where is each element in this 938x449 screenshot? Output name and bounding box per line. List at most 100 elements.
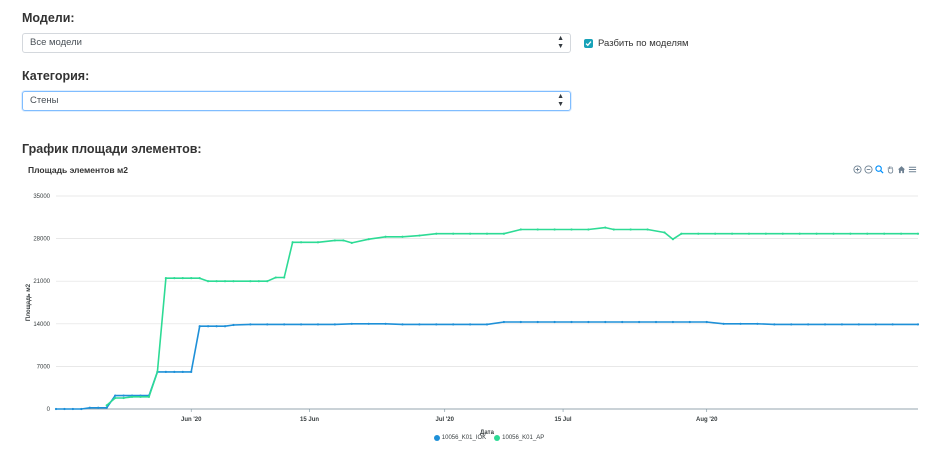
legend-item-iok[interactable]: 10056_K01_IOK xyxy=(433,435,487,441)
data-point xyxy=(274,276,277,279)
zoom-select-icon[interactable] xyxy=(875,165,884,174)
data-point xyxy=(519,320,522,324)
zoom-in-icon[interactable] xyxy=(853,165,862,174)
data-point xyxy=(452,232,455,235)
data-point xyxy=(80,407,83,411)
x-tick-label: 15 Jul xyxy=(555,417,572,423)
data-point xyxy=(773,323,776,326)
data-point xyxy=(164,277,167,280)
data-point xyxy=(604,226,607,229)
x-tick-label: Aug '20 xyxy=(696,417,718,423)
models-label: Модели: xyxy=(22,11,75,25)
data-point xyxy=(384,235,387,238)
y-tick-label: 28000 xyxy=(33,237,50,243)
y-tick-label: 0 xyxy=(47,407,51,413)
series-line-ap xyxy=(106,226,918,406)
data-point xyxy=(105,404,108,407)
x-axis-title: Дата xyxy=(480,430,495,436)
zoom-out-icon[interactable] xyxy=(864,165,873,174)
menu-icon[interactable] xyxy=(908,165,917,174)
category-select-value: Стены xyxy=(30,95,59,106)
data-point xyxy=(215,280,218,283)
data-point xyxy=(350,241,353,244)
data-point xyxy=(730,232,734,235)
data-point xyxy=(604,320,607,324)
data-point xyxy=(283,323,286,326)
legend-marker-ap xyxy=(494,435,501,441)
data-point xyxy=(215,325,218,328)
data-point xyxy=(249,280,252,283)
legend-item-ap[interactable]: 10056_K01_AP xyxy=(494,435,544,441)
data-point xyxy=(663,231,666,234)
data-point xyxy=(722,322,725,325)
data-point xyxy=(764,232,767,235)
checkbox-checked-icon[interactable] xyxy=(584,39,593,48)
data-point xyxy=(384,322,387,325)
y-tick-label: 21000 xyxy=(33,279,50,285)
data-point xyxy=(714,232,717,235)
legend-label-iok: 10056_K01_IOK xyxy=(441,435,487,441)
data-point xyxy=(181,277,184,280)
data-point xyxy=(88,406,91,409)
models-select-value: Все модели xyxy=(30,37,82,48)
data-point xyxy=(629,228,632,231)
data-point xyxy=(671,320,675,324)
data-point xyxy=(232,280,235,283)
legend-marker-iok xyxy=(433,435,440,441)
data-point xyxy=(54,407,58,411)
data-point xyxy=(883,232,886,235)
data-point xyxy=(587,320,590,324)
data-point xyxy=(130,395,134,398)
data-point xyxy=(190,370,193,373)
data-point xyxy=(857,323,860,326)
data-point xyxy=(350,322,353,325)
data-point xyxy=(705,320,708,324)
home-reset-icon[interactable] xyxy=(897,165,906,174)
data-point xyxy=(232,323,235,327)
x-tick-label: Jul '20 xyxy=(436,417,455,423)
data-point xyxy=(502,232,506,235)
data-point xyxy=(291,241,294,244)
select-arrows-icon: ▲ ▼ xyxy=(557,35,564,50)
data-point xyxy=(621,320,624,324)
chart-section-label: График площади элементов: xyxy=(22,142,202,156)
data-point xyxy=(452,323,455,326)
data-point xyxy=(266,280,269,283)
data-point xyxy=(114,394,117,397)
data-point xyxy=(249,323,252,326)
split-by-models-label: Разбить по моделям xyxy=(598,38,689,49)
split-by-models-checkbox[interactable]: Разбить по моделям xyxy=(584,38,689,49)
category-select[interactable]: Стены ▲ ▼ xyxy=(22,91,571,111)
data-point xyxy=(223,325,227,328)
data-point xyxy=(435,232,438,235)
y-tick-label: 35000 xyxy=(33,194,50,200)
data-point xyxy=(519,228,522,231)
data-point xyxy=(114,396,117,400)
data-point xyxy=(342,239,345,242)
data-point xyxy=(207,280,210,283)
data-point xyxy=(316,241,320,244)
data-point xyxy=(553,320,556,324)
x-tick-label: Jun '20 xyxy=(181,417,202,423)
data-point xyxy=(570,228,573,231)
data-point xyxy=(63,407,66,411)
data-point xyxy=(316,323,320,326)
data-point xyxy=(781,232,784,235)
data-point xyxy=(840,323,844,326)
models-select[interactable]: Все модели ▲ ▼ xyxy=(22,33,571,53)
data-point xyxy=(435,323,438,326)
data-point xyxy=(671,238,675,241)
data-point xyxy=(756,322,759,325)
data-point xyxy=(899,232,903,235)
data-point xyxy=(468,323,472,326)
pan-hand-icon[interactable] xyxy=(886,165,895,174)
chart-title: Площадь элементов м2 xyxy=(28,165,128,175)
data-point xyxy=(570,320,573,324)
data-point xyxy=(739,322,742,325)
data-point xyxy=(688,320,691,324)
data-point xyxy=(198,277,201,280)
data-point xyxy=(891,323,894,326)
data-point xyxy=(105,406,108,409)
